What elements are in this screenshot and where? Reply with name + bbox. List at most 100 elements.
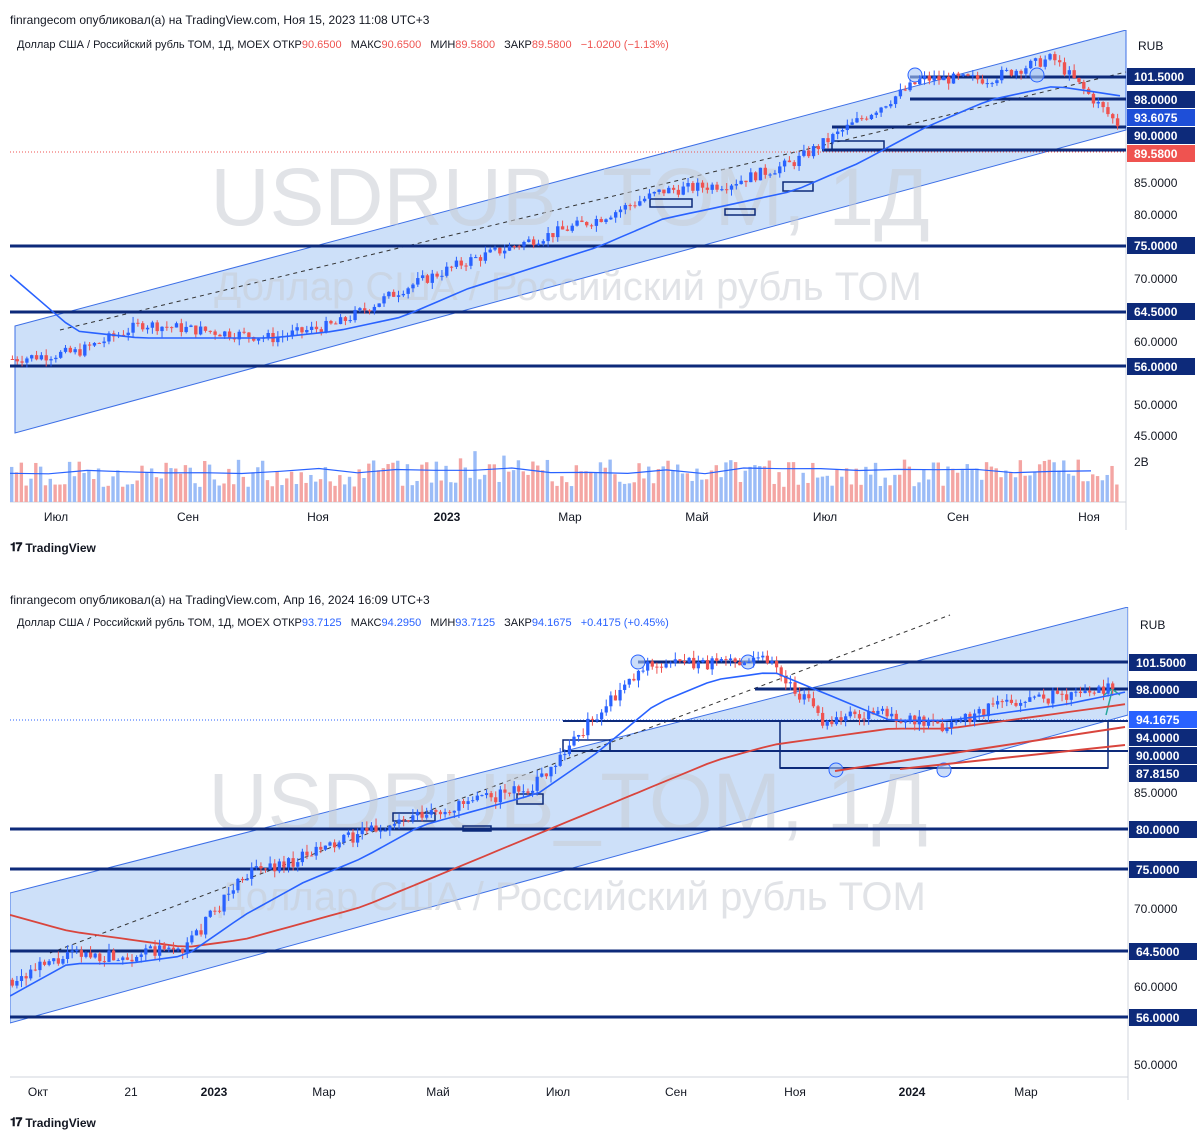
candle-body — [415, 811, 420, 816]
candle-body — [392, 823, 397, 826]
peak-marker — [907, 67, 923, 83]
volume-bar — [579, 471, 583, 502]
candle-body — [636, 670, 641, 681]
time-tick: 21 — [124, 1085, 138, 1099]
volume-bar — [270, 486, 274, 502]
volume-bar — [729, 460, 733, 502]
candle-body — [937, 76, 941, 81]
volume-bar — [811, 462, 815, 502]
tradingview-brand[interactable]: 𝟏𝟕 TradingView — [10, 540, 96, 555]
candle-body — [324, 320, 328, 333]
volume-bar — [362, 478, 366, 502]
time-tick: 2023 — [434, 510, 461, 524]
candle-body — [839, 717, 843, 721]
candle-body — [401, 293, 406, 296]
tradingview-brand[interactable]: 𝟏𝟕 TradingView — [10, 1115, 96, 1130]
candle-body — [291, 858, 295, 867]
candle-body — [223, 331, 227, 337]
symbol-title[interactable]: Доллар США / Российский рубль ТОМ, 1Д, M… — [17, 39, 270, 51]
candle-body — [864, 118, 869, 120]
volume-bar — [314, 481, 318, 502]
volume-bar — [92, 479, 96, 502]
candle-body — [121, 957, 125, 961]
candle-body — [890, 713, 894, 717]
volume-bar — [183, 465, 188, 502]
symbol-title[interactable]: Доллар США / Российский рубль ТОМ, 1Д, M… — [17, 617, 270, 629]
high-value: 90.6500 — [381, 39, 422, 51]
volume-bar — [232, 484, 236, 502]
candle-body — [1101, 102, 1105, 108]
candle-body — [185, 942, 189, 953]
volume-bar — [482, 474, 487, 502]
candle-body — [977, 709, 981, 714]
candle-body — [268, 863, 272, 870]
candle-body — [646, 661, 650, 671]
candle-body — [1057, 60, 1062, 63]
volume-bar — [820, 476, 825, 502]
candle-body — [715, 658, 719, 662]
symbol-legend: Доллар США / Российский рубль ТОМ, 1Д, M… — [17, 617, 669, 629]
candle-body — [1078, 691, 1083, 694]
volume-bar — [1004, 470, 1008, 502]
candle-body — [30, 355, 34, 359]
candle-body — [218, 334, 222, 337]
candle-body — [65, 951, 70, 959]
volume-bar — [511, 470, 516, 502]
candle-body — [995, 701, 1000, 705]
volume-bar — [801, 472, 805, 502]
candle-body — [556, 226, 560, 238]
candle-body — [208, 330, 212, 332]
volume-bar — [593, 472, 598, 502]
level-tag: 64.5000 — [1136, 945, 1180, 959]
volume-bar — [1028, 475, 1032, 502]
volume-bar — [772, 483, 776, 502]
volume-bar — [777, 472, 781, 502]
volume-bar — [651, 483, 656, 502]
candle-body — [681, 186, 685, 195]
candle-body — [276, 336, 280, 343]
chart-canvas-top[interactable]: USDRUB_TOM, 1Д Доллар США / Российский р… — [0, 0, 1200, 560]
chart-canvas-bottom[interactable]: USDRUB_TOM, 1Д Доллар США / Российский р… — [0, 585, 1200, 1132]
candle-body — [985, 83, 989, 85]
candle-body — [1028, 697, 1032, 702]
candle-body — [749, 172, 753, 183]
candle-body — [343, 317, 348, 321]
volume-bar — [159, 478, 163, 502]
volume-bar — [642, 478, 646, 502]
candle-body — [406, 820, 410, 822]
candle-body — [84, 952, 88, 957]
candle-body — [908, 715, 912, 722]
volume-bar — [246, 486, 250, 502]
candle-body — [671, 187, 676, 190]
volume-bar — [260, 460, 265, 502]
volume-bar — [63, 484, 67, 502]
candle-body — [466, 801, 470, 804]
trend-lines — [834, 726, 1126, 772]
volume-bar — [1095, 476, 1100, 502]
candle-body — [379, 830, 383, 832]
candle-body — [986, 703, 990, 717]
candle-body — [92, 342, 97, 346]
candle-body — [227, 893, 231, 895]
time-tick: Ноя — [784, 1085, 806, 1099]
watermark-symbol: USDRUB_TOM, 1Д — [210, 152, 929, 243]
volume-bar — [946, 466, 950, 502]
peak-marker — [1029, 67, 1045, 83]
volume-bar — [709, 470, 714, 502]
candle-body — [1106, 107, 1110, 115]
volume-bar — [753, 465, 757, 502]
high-label: МАКС — [350, 39, 382, 51]
candle-body — [425, 275, 430, 283]
candle-body — [1014, 70, 1018, 76]
candle-body — [435, 273, 439, 277]
candle-body — [377, 303, 381, 307]
candle-body — [913, 82, 917, 85]
tradingview-logo-icon: 𝟏𝟕 — [10, 540, 22, 554]
candle-body — [739, 180, 743, 185]
candle-body — [1067, 70, 1072, 75]
candle-body — [165, 326, 169, 328]
candle-body — [1083, 690, 1087, 694]
candle-body — [391, 291, 396, 297]
candle-body — [150, 322, 155, 328]
volume-bar — [207, 464, 212, 502]
